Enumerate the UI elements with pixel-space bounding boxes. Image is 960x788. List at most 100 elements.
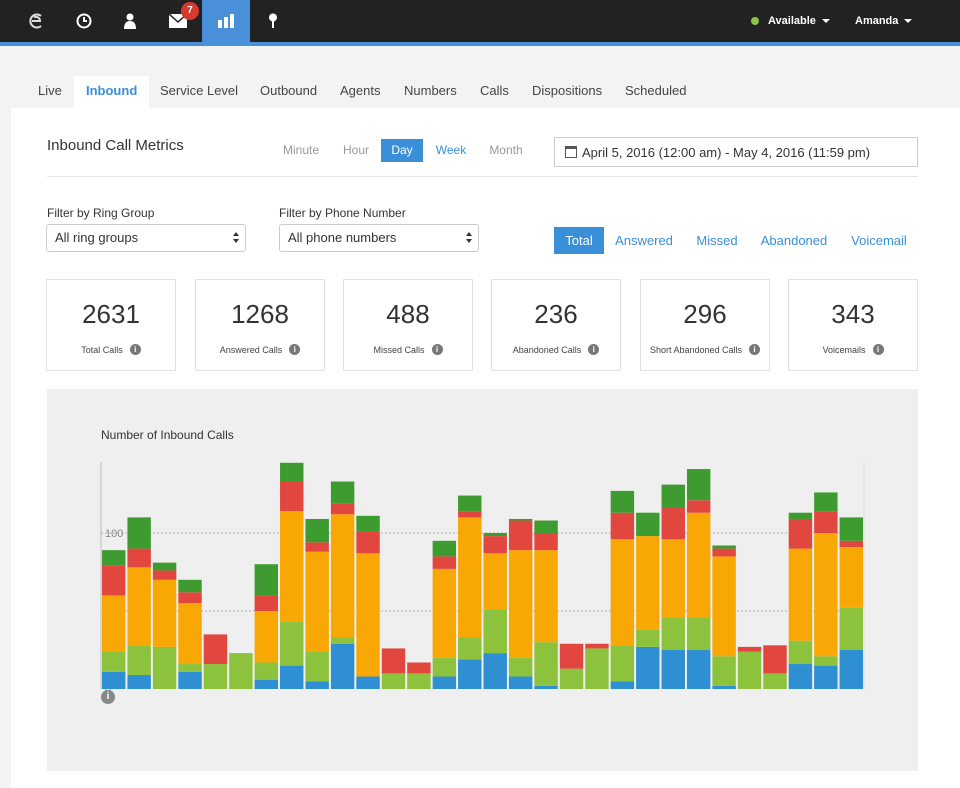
type-answered-button[interactable]: Answered: [615, 233, 673, 248]
availability-status-dropdown[interactable]: Available: [751, 0, 830, 42]
tab-numbers[interactable]: Numbers: [404, 83, 457, 98]
bar-segment: [686, 650, 711, 689]
bar-segment: [229, 653, 253, 689]
info-icon[interactable]: i: [872, 344, 884, 355]
tab-live[interactable]: Live: [38, 83, 62, 98]
bar-segment: [483, 653, 507, 689]
bar-segment: [483, 553, 507, 610]
type-missed-button[interactable]: Missed: [696, 233, 738, 248]
bar-segment: [127, 567, 151, 646]
bar-segment: [610, 681, 635, 689]
ring-group-select-value: All ring groups: [55, 230, 139, 245]
bar-segment: [534, 642, 558, 686]
bar-segment: [839, 540, 863, 548]
bar-segment: [712, 548, 736, 557]
bar-segment: [127, 548, 151, 568]
info-icon[interactable]: i: [749, 344, 761, 355]
ring-group-select[interactable]: All ring groups: [46, 224, 246, 252]
bar-segment: [508, 520, 533, 551]
range-day-button[interactable]: Day: [381, 139, 423, 162]
reports-bar-chart-icon[interactable]: [202, 0, 250, 42]
bar-segment: [788, 518, 813, 549]
type-abandoned-button[interactable]: Abandoned: [760, 233, 828, 248]
location-pin-icon[interactable]: [258, 0, 288, 42]
bar-segment: [330, 481, 355, 504]
type-voicemail-button[interactable]: Voicemail: [851, 233, 907, 248]
bar-segment: [661, 617, 685, 650]
tab-scheduled[interactable]: Scheduled: [625, 83, 687, 98]
stat-label: Total Calls: [81, 344, 123, 355]
phone-number-select[interactable]: All phone numbers: [279, 224, 479, 252]
bar-segment: [788, 548, 813, 641]
bar-segment: [356, 676, 380, 689]
stat-card-short-abandoned-calls: 296 Short Abandoned Calls i: [640, 279, 770, 371]
ring-group-filter-label: Filter by Ring Group: [47, 206, 155, 220]
bar-segment: [305, 518, 329, 543]
chart-title: Number of Inbound Calls: [101, 428, 234, 442]
date-range-picker[interactable]: April 5, 2016 (12:00 am) - May 4, 2016 (…: [554, 137, 918, 167]
user-menu-dropdown[interactable]: Amanda: [855, 0, 913, 42]
bar-segment: [280, 462, 304, 482]
range-minute-button[interactable]: Minute: [282, 143, 320, 157]
info-icon[interactable]: i: [289, 344, 301, 355]
bar-segment: [152, 579, 177, 647]
tab-dispositions[interactable]: Dispositions: [532, 83, 603, 98]
tab-agents[interactable]: Agents: [340, 83, 381, 98]
bar-segment: [534, 685, 558, 689]
stat-label: Short Abandoned Calls: [649, 344, 743, 355]
bar-segment: [712, 656, 736, 686]
tab-inbound[interactable]: Inbound: [74, 76, 150, 108]
bar-segment: [814, 665, 838, 689]
bar-segment: [839, 517, 863, 541]
tab-outbound[interactable]: Outbound: [260, 83, 318, 98]
stat-card-total-calls: 2631 Total Calls i: [46, 279, 176, 371]
bar-segment: [508, 550, 533, 658]
report-tabs: Live Inbound Service Level Outbound Agen…: [0, 76, 960, 108]
info-icon[interactable]: i: [129, 344, 141, 355]
bar-segment: [102, 651, 126, 672]
bar-segment: [712, 545, 736, 549]
bar-segment: [610, 539, 635, 646]
bar-segment: [559, 668, 584, 689]
app-logo-icon[interactable]: [18, 0, 54, 42]
range-week-button[interactable]: Week: [435, 143, 467, 157]
info-icon[interactable]: i: [431, 344, 443, 355]
range-month-button[interactable]: Month: [489, 143, 523, 157]
bar-segment: [152, 646, 177, 689]
bar-segment: [610, 490, 635, 513]
bar-segment: [610, 645, 635, 682]
tab-calls[interactable]: Calls: [480, 83, 509, 98]
bar-segment: [814, 511, 838, 533]
bar-segment: [178, 603, 202, 665]
bar-segment: [254, 595, 279, 611]
top-navbar: 7 Available Amanda: [0, 0, 960, 42]
bar-segment: [686, 617, 711, 650]
page-title: Inbound Call Metrics: [47, 137, 184, 154]
bar-segment: [636, 536, 660, 630]
bar-segment: [330, 503, 355, 515]
bar-segment: [102, 671, 126, 689]
bar-segment: [178, 671, 202, 689]
bar-segment: [839, 650, 863, 689]
bar-segment: [763, 645, 787, 674]
bar-segment: [636, 512, 660, 537]
type-total-button[interactable]: Total: [554, 227, 604, 254]
info-icon[interactable]: i: [588, 344, 600, 355]
stat-label: Voicemails: [822, 344, 866, 355]
bar-segment: [152, 562, 177, 571]
range-hour-button[interactable]: Hour: [342, 143, 369, 157]
history-clock-icon[interactable]: [66, 0, 102, 42]
bar-segment: [127, 645, 151, 675]
y-tick-label: 100: [105, 528, 123, 540]
messages-envelope-icon[interactable]: 7: [158, 0, 199, 42]
user-icon[interactable]: [112, 0, 148, 42]
chart-info-icon[interactable]: i: [101, 690, 115, 704]
topbar-accent-line: [0, 42, 960, 46]
tab-service-level[interactable]: Service Level: [160, 83, 239, 98]
bar-segment: [686, 469, 711, 501]
bar-segment: [458, 517, 482, 638]
stat-value: 296: [683, 299, 727, 329]
bar-segment: [458, 495, 482, 512]
bar-segment: [102, 595, 126, 652]
